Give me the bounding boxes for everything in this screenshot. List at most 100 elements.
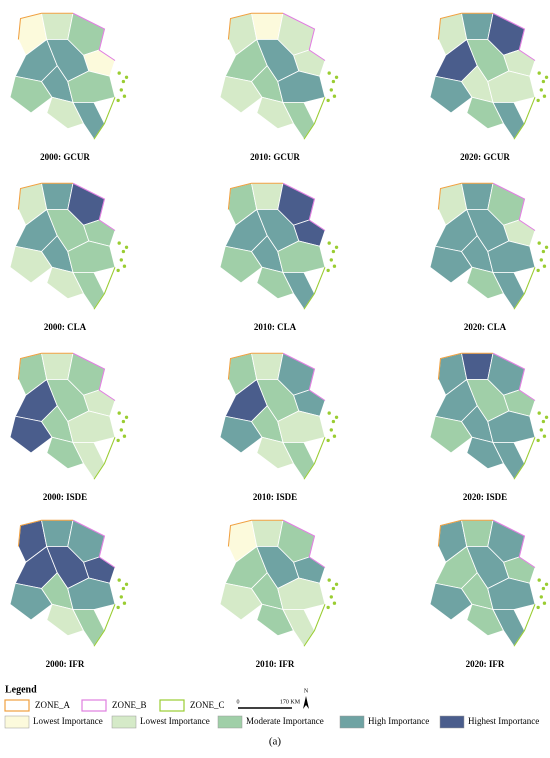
zone-outline	[72, 12, 116, 61]
zone-outline	[17, 12, 73, 40]
island	[117, 71, 121, 75]
island	[121, 586, 126, 591]
panel-label: 2020: IFR	[466, 659, 505, 669]
island	[329, 595, 333, 599]
region	[9, 415, 53, 454]
zone-outline	[227, 12, 283, 40]
island	[117, 578, 121, 582]
zone-swatch	[81, 699, 107, 712]
island	[116, 98, 120, 103]
island	[124, 582, 129, 586]
region	[219, 75, 263, 114]
zone-outline	[17, 519, 73, 547]
zone-outline	[282, 182, 326, 231]
zone-swatch	[4, 699, 30, 712]
island	[332, 94, 337, 98]
panel-label: 2020: CLA	[464, 322, 507, 332]
island	[536, 438, 540, 443]
class-swatch	[111, 715, 137, 729]
island	[544, 75, 549, 79]
island	[539, 258, 543, 262]
island	[119, 595, 123, 599]
zone-outline	[492, 12, 536, 61]
island	[327, 241, 331, 245]
zone-outline	[437, 519, 493, 547]
map-panel	[219, 519, 339, 648]
zone-outline	[303, 437, 326, 480]
island	[332, 264, 337, 268]
zone-label: ZONE_A	[35, 700, 70, 710]
island	[329, 88, 333, 92]
island	[334, 415, 339, 419]
island	[124, 75, 129, 79]
island	[119, 258, 123, 262]
map-panel	[219, 182, 339, 311]
map-panel	[429, 182, 549, 311]
island	[334, 582, 339, 586]
island	[116, 268, 120, 273]
zone-outline	[93, 97, 116, 140]
zone-outline	[492, 352, 536, 401]
island	[331, 79, 336, 84]
island	[119, 88, 123, 92]
island	[542, 264, 547, 268]
island	[116, 605, 120, 610]
island	[536, 268, 540, 273]
island	[327, 411, 331, 415]
caption: (a)	[269, 736, 282, 748]
class-label: High Importance	[368, 716, 429, 726]
island	[544, 245, 549, 249]
island	[327, 578, 331, 582]
island	[329, 258, 333, 262]
map-panel	[429, 12, 549, 141]
zone-outline	[492, 182, 536, 231]
island	[124, 415, 129, 419]
zone-swatch	[159, 699, 185, 712]
island	[329, 428, 333, 432]
zone-outline	[437, 182, 493, 210]
region	[9, 245, 53, 284]
island	[541, 586, 546, 591]
panel-label: 2010: ISDE	[253, 492, 297, 502]
zone-outline	[492, 519, 536, 568]
north-arrow	[303, 696, 309, 709]
class-label: Moderate Importance	[246, 716, 324, 726]
island	[326, 268, 330, 273]
island	[122, 434, 127, 438]
panel-label: 2010: IFR	[256, 659, 295, 669]
region	[429, 415, 473, 454]
legend-title: Legend	[5, 684, 37, 695]
island	[122, 601, 127, 605]
zone-label: ZONE_B	[112, 700, 147, 710]
island	[332, 434, 337, 438]
zone-outline	[72, 352, 116, 401]
map-panel	[219, 352, 339, 481]
island	[327, 71, 331, 75]
scale-end: 170 KM	[280, 699, 301, 705]
island	[117, 241, 121, 245]
region	[219, 582, 263, 621]
island	[326, 438, 330, 443]
panel-label: 2000: IFR	[46, 659, 85, 669]
zone-outline	[513, 267, 536, 310]
panel-label: 2000: ISDE	[43, 492, 87, 502]
zone-label: ZONE_C	[190, 700, 225, 710]
island	[537, 71, 541, 75]
panel-label: 2020: ISDE	[463, 492, 507, 502]
island	[116, 438, 120, 443]
zone-outline	[227, 182, 283, 210]
island	[326, 605, 330, 610]
island	[334, 75, 339, 79]
island	[537, 578, 541, 582]
map-panel	[429, 519, 549, 648]
island	[121, 249, 126, 254]
island	[326, 98, 330, 103]
island	[539, 428, 543, 432]
island	[537, 411, 541, 415]
zone-outline	[227, 519, 283, 547]
panel-label: 2010: CLA	[254, 322, 297, 332]
region	[429, 582, 473, 621]
zone-outline	[282, 12, 326, 61]
class-swatch	[217, 715, 243, 729]
